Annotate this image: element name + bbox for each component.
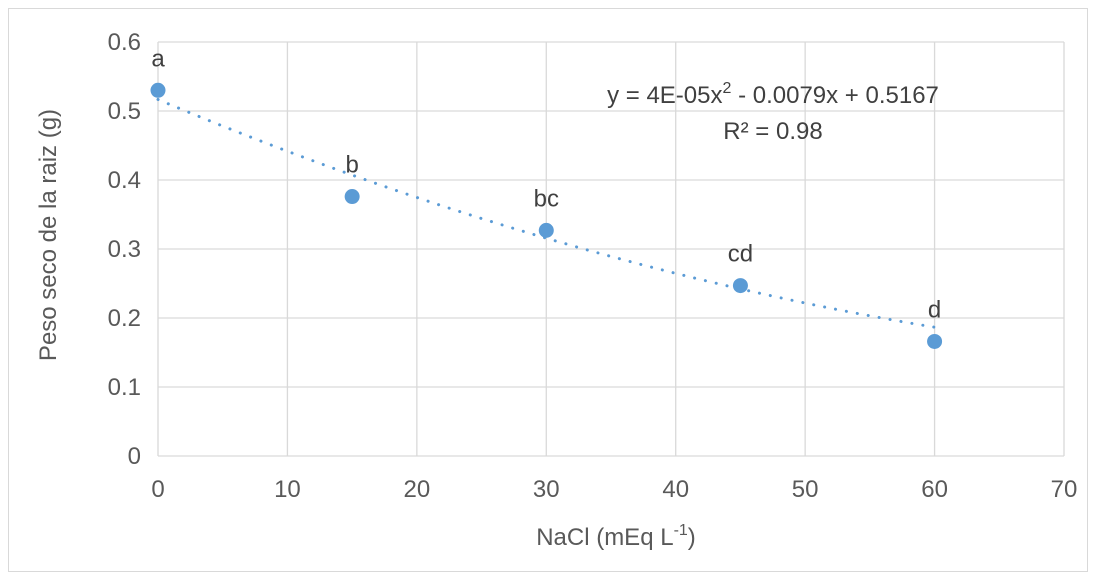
y-tick-label: 0.1 [108, 374, 141, 401]
scatter-chart: a b bc cd d 0 0.1 0.2 0.3 0.4 0.5 0.6 0 10 20 30 40 50 6… [35, 29, 1077, 551]
data-point-label: bc [534, 185, 559, 212]
y-tick-label: 0.3 [108, 236, 141, 263]
y-axis-title: Peso seco de la raiz (g) [35, 109, 62, 361]
equation-main: y = 4E-05x [607, 82, 722, 109]
data-points [150, 82, 943, 349]
x-axis-title-main: NaCl (mEq L [536, 524, 673, 551]
y-tick-label: 0.6 [108, 29, 141, 56]
y-tick-label: 0.5 [108, 98, 141, 125]
x-tick-label: 60 [921, 476, 948, 503]
data-point [150, 82, 166, 98]
data-point [538, 222, 554, 238]
x-tick-label: 50 [792, 476, 819, 503]
trendline-equation: y = 4E-05x2 - 0.0079x + 0.5167 [607, 80, 939, 109]
y-tick-label: 0 [128, 443, 141, 470]
data-point-label: d [928, 296, 941, 323]
x-tick-labels: 0 10 20 30 40 50 60 70 [151, 476, 1077, 503]
point-labels: a b bc cd d [151, 45, 941, 323]
y-tick-label: 0.4 [108, 167, 141, 194]
equation-superscript: 2 [723, 80, 732, 97]
y-tick-label: 0.2 [108, 305, 141, 332]
x-axis-title-superscript: -1 [674, 522, 688, 539]
x-axis-title-end: ) [688, 524, 696, 551]
data-point-label: b [345, 152, 358, 179]
x-tick-label: 30 [533, 476, 560, 503]
r-squared-label: R² = 0.98 [723, 118, 822, 145]
x-tick-label: 10 [274, 476, 301, 503]
data-point [732, 278, 748, 294]
data-point [344, 189, 360, 205]
data-point-label: a [151, 45, 165, 72]
grid-lines [157, 41, 1065, 457]
y-tick-labels: 0 0.1 0.2 0.3 0.4 0.5 0.6 [108, 29, 141, 470]
data-point-label: cd [728, 241, 753, 268]
x-tick-label: 70 [1051, 476, 1078, 503]
x-tick-label: 0 [151, 476, 164, 503]
chart-frame: a b bc cd d 0 0.1 0.2 0.3 0.4 0.5 0.6 0 10 20 30 40 50 6… [8, 8, 1088, 572]
x-axis-title: NaCl (mEq L-1) [536, 522, 696, 551]
equation-rest: - 0.0079x + 0.5167 [731, 82, 939, 109]
x-tick-label: 20 [404, 476, 431, 503]
data-point [927, 333, 943, 349]
x-tick-label: 40 [662, 476, 689, 503]
